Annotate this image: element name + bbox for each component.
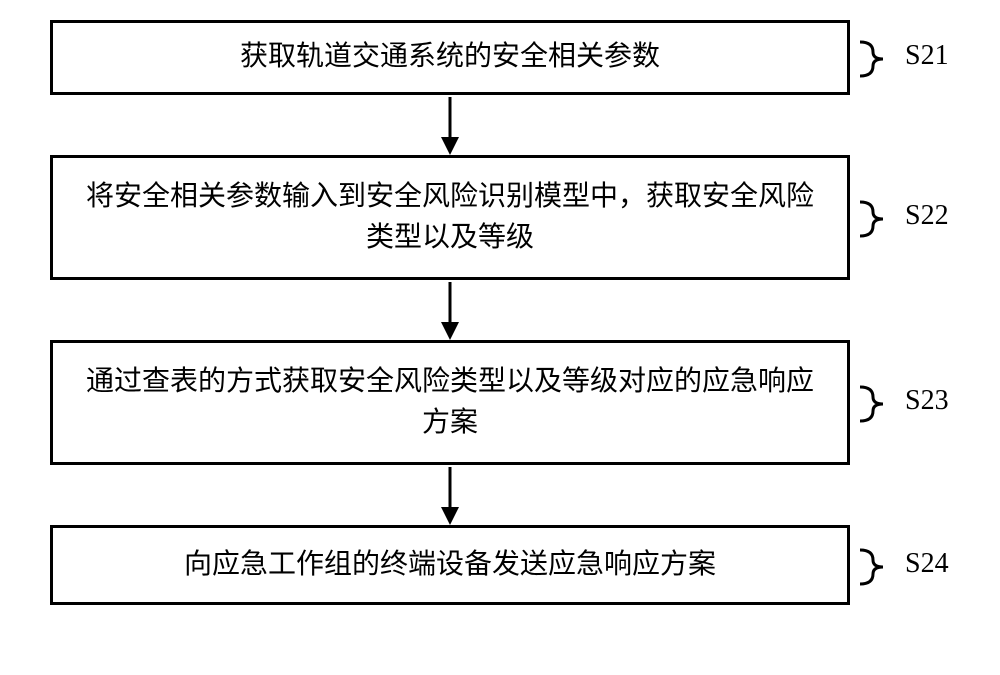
- flow-node-text: 获取轨道交通系统的安全相关参数: [240, 37, 660, 78]
- step-label-s24: S24: [905, 548, 949, 580]
- flow-node-text: 向应急工作组的终端设备发送应急响应方案: [184, 545, 716, 586]
- step-label-s21: S21: [905, 40, 949, 72]
- flow-node-s21: 获取轨道交通系统的安全相关参数: [50, 20, 850, 95]
- flow-node-s22: 将安全相关参数输入到安全风险识别模型中，获取安全风险类型以及等级: [50, 155, 850, 280]
- arrow-icon: [441, 97, 459, 155]
- step-label-text: S23: [905, 385, 949, 416]
- brace-icon: [855, 385, 895, 423]
- step-label-s22: S22: [905, 200, 949, 232]
- arrow-icon: [441, 467, 459, 525]
- brace-icon: [855, 40, 895, 78]
- arrow-icon: [441, 282, 459, 340]
- step-label-text: S21: [905, 40, 949, 71]
- step-label-s23: S23: [905, 385, 949, 417]
- flow-node-s23: 通过查表的方式获取安全风险类型以及等级对应的应急响应方案: [50, 340, 850, 465]
- brace-icon: [855, 548, 895, 586]
- flow-node-text: 通过查表的方式获取安全风险类型以及等级对应的应急响应方案: [73, 362, 827, 443]
- flow-node-s24: 向应急工作组的终端设备发送应急响应方案: [50, 525, 850, 605]
- step-label-text: S22: [905, 200, 949, 231]
- step-label-text: S24: [905, 548, 949, 579]
- brace-icon: [855, 200, 895, 238]
- flowchart-canvas: 获取轨道交通系统的安全相关参数 S21 将安全相关参数输入到安全风险识别模型中，…: [0, 0, 1000, 675]
- flow-node-text: 将安全相关参数输入到安全风险识别模型中，获取安全风险类型以及等级: [73, 177, 827, 258]
